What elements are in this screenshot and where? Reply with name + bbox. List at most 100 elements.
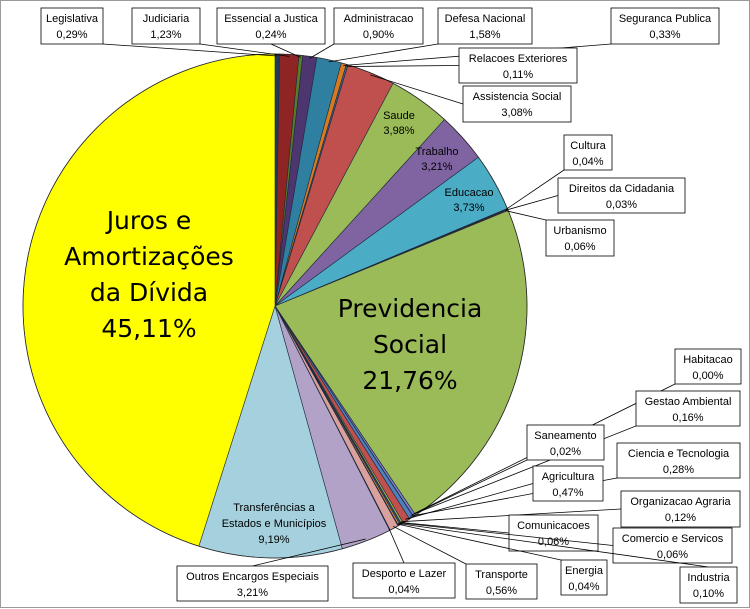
slice-value-relacoes-exteriores: 0,11% — [503, 69, 534, 81]
slice-value-transferencias-a-estados-e-municipios: 9,19% — [258, 534, 289, 546]
slice-label-juros-e-amortizacoes-da-divida-line-2: Amortizações — [64, 242, 234, 271]
slice-value-desporto-e-lazer: 0,04% — [388, 584, 419, 596]
label-box-assistencia-social — [462, 85, 572, 123]
label-box-cultura — [563, 134, 613, 171]
label-box-legislativa — [40, 7, 104, 45]
slice-label-essencial-a-justica: Essencial a Justica — [224, 13, 318, 25]
leader-line-energia — [397, 523, 562, 561]
leader-line-outros-encargos-especiais — [252, 538, 366, 567]
leader-line-legislativa — [102, 43, 278, 57]
leader-line-agricultura — [405, 483, 534, 520]
slice-value-urbanismo: 0,06% — [564, 241, 595, 253]
label-box-defesa-nacional — [437, 7, 533, 45]
label-box-administracao — [333, 7, 424, 45]
label-box-gestao-ambiental — [635, 390, 741, 427]
leader-line-defesa-nacional — [328, 43, 439, 63]
slice-label-previdencia-social-line-1: Previdencia — [338, 294, 483, 323]
slice-label-juros-e-amortizacoes-da-divida-line-3: da Dívida — [90, 278, 208, 307]
slice-label-relacoes-exteriores: Relacoes Exteriores — [469, 53, 568, 65]
leader-line-relacoes-exteriores — [346, 65, 460, 67]
slice-value-administracao: 0,90% — [363, 29, 394, 41]
label-box-direitos-da-cidadania — [557, 177, 686, 214]
slice-value-agricultura: 0,47% — [552, 487, 583, 499]
label-box-agricultura — [532, 465, 604, 502]
leader-line-administracao — [309, 43, 335, 59]
label-box-energia — [560, 559, 608, 596]
label-box-industria — [679, 566, 738, 604]
slice-value-previdencia-social: 21,76% — [362, 366, 457, 395]
pie-outline — [22, 53, 528, 559]
slice-value-habitacao: 0,00% — [692, 370, 723, 382]
slice-label-saneamento: Saneamento — [534, 430, 596, 442]
leader-line-comercio-e-servicos — [399, 522, 614, 546]
slice-label-comercio-e-servicos: Comercio e Servicos — [622, 533, 724, 545]
slice-value-seguranca-publica: 0,33% — [649, 29, 680, 41]
slice-label-assistencia-social: Assistencia Social — [473, 91, 562, 103]
leader-line-industria — [398, 523, 709, 568]
slice-value-organizacao-agraria: 0,12% — [665, 512, 696, 524]
leader-line-urbanismo — [506, 210, 547, 221]
slice-value-ciencia-e-tecnologia: 0,28% — [663, 464, 694, 476]
slice-label-transporte: Transporte — [475, 569, 528, 581]
slice-value-transporte: 0,56% — [486, 585, 517, 597]
slice-value-direitos-da-cidadania: 0,03% — [606, 199, 637, 211]
slice-value-cultura: 0,04% — [572, 156, 603, 168]
label-box-ciencia-e-tecnologia — [616, 442, 741, 479]
slice-label-outros-encargos-especiais: Outros Encargos Especiais — [186, 571, 319, 583]
slice-label-energia: Energia — [565, 565, 604, 577]
slice-value-saneamento: 0,02% — [550, 446, 581, 458]
slice-label-previdencia-social-line-2: Social — [373, 330, 447, 359]
slice-value-judiciaria: 1,23% — [150, 29, 181, 41]
leader-line-assistencia-social — [370, 74, 464, 105]
slice-label-comunicacoes: Comunicacoes — [517, 520, 590, 532]
label-box-seguranca-publica — [610, 7, 720, 45]
leader-line-essencial-a-justica — [270, 43, 301, 58]
slice-label-agricultura: Agricultura — [542, 471, 595, 483]
label-box-organizacao-agraria — [620, 490, 741, 528]
slice-label-direitos-da-cidadania: Direitos da Cidadania — [569, 183, 675, 195]
slice-label-urbanismo: Urbanismo — [553, 225, 606, 237]
slice-value-educacao: 3,73% — [453, 202, 484, 214]
slice-label-judiciaria: Judiciaria — [143, 13, 190, 25]
slice-label-saude: Saude — [383, 110, 415, 122]
leader-line-direitos-da-cidadania — [505, 195, 559, 211]
slice-label-industria: Industria — [687, 572, 730, 584]
slice-label-defesa-nacional: Defesa Nacional — [445, 13, 526, 25]
leader-line-cultura — [505, 169, 565, 210]
slice-value-juros-e-amortizacoes-da-divida: 45,11% — [101, 314, 196, 343]
label-box-outros-encargos-especiais — [176, 565, 329, 602]
slice-value-legislativa: 0,29% — [56, 29, 87, 41]
label-box-saneamento — [526, 424, 605, 461]
slice-label-cultura: Cultura — [570, 140, 606, 152]
slice-label-ciencia-e-tecnologia: Ciencia e Tecnologia — [628, 448, 730, 460]
leader-line-comunicacoes — [400, 522, 510, 534]
slice-label-administracao: Administracao — [344, 13, 414, 25]
slice-label-educacao: Educacao — [445, 187, 494, 199]
label-box-transporte — [465, 563, 538, 600]
slice-value-energia: 0,04% — [568, 581, 599, 593]
slice-value-trabalho: 3,21% — [421, 161, 452, 173]
label-box-habitacao — [674, 348, 742, 385]
leader-line-desporto-e-lazer — [388, 528, 405, 564]
slice-value-comunicacoes: 0,06% — [538, 536, 569, 548]
slice-label-transferencias-a-estados-e-municipios-line-1: Transferências a — [233, 502, 315, 514]
slice-label-gestao-ambiental: Gestao Ambiental — [645, 396, 732, 408]
leader-line-judiciaria — [199, 43, 290, 57]
slice-label-habitacao: Habitacao — [683, 354, 733, 366]
label-box-essencial-a-justica — [216, 7, 326, 45]
slice-label-legislativa: Legislativa — [46, 13, 99, 25]
slice-label-desporto-e-lazer: Desporto e Lazer — [362, 568, 447, 580]
slice-value-assistencia-social: 3,08% — [501, 107, 532, 119]
slice-label-transferencias-a-estados-e-municipios-line-2: Estados e Municípios — [222, 518, 327, 530]
slice-label-trabalho: Trabalho — [415, 146, 458, 158]
leader-line-transporte — [392, 525, 467, 565]
label-box-judiciaria — [131, 7, 201, 45]
slice-label-juros-e-amortizacoes-da-divida-line-1: Juros e — [105, 206, 192, 235]
slice-value-saude: 3,98% — [383, 125, 414, 137]
slice-value-outros-encargos-especiais: 3,21% — [237, 587, 268, 599]
label-box-comercio-e-servicos — [612, 527, 733, 564]
slice-label-organizacao-agraria: Organizacao Agraria — [630, 496, 731, 508]
leader-line-saneamento — [412, 459, 528, 516]
